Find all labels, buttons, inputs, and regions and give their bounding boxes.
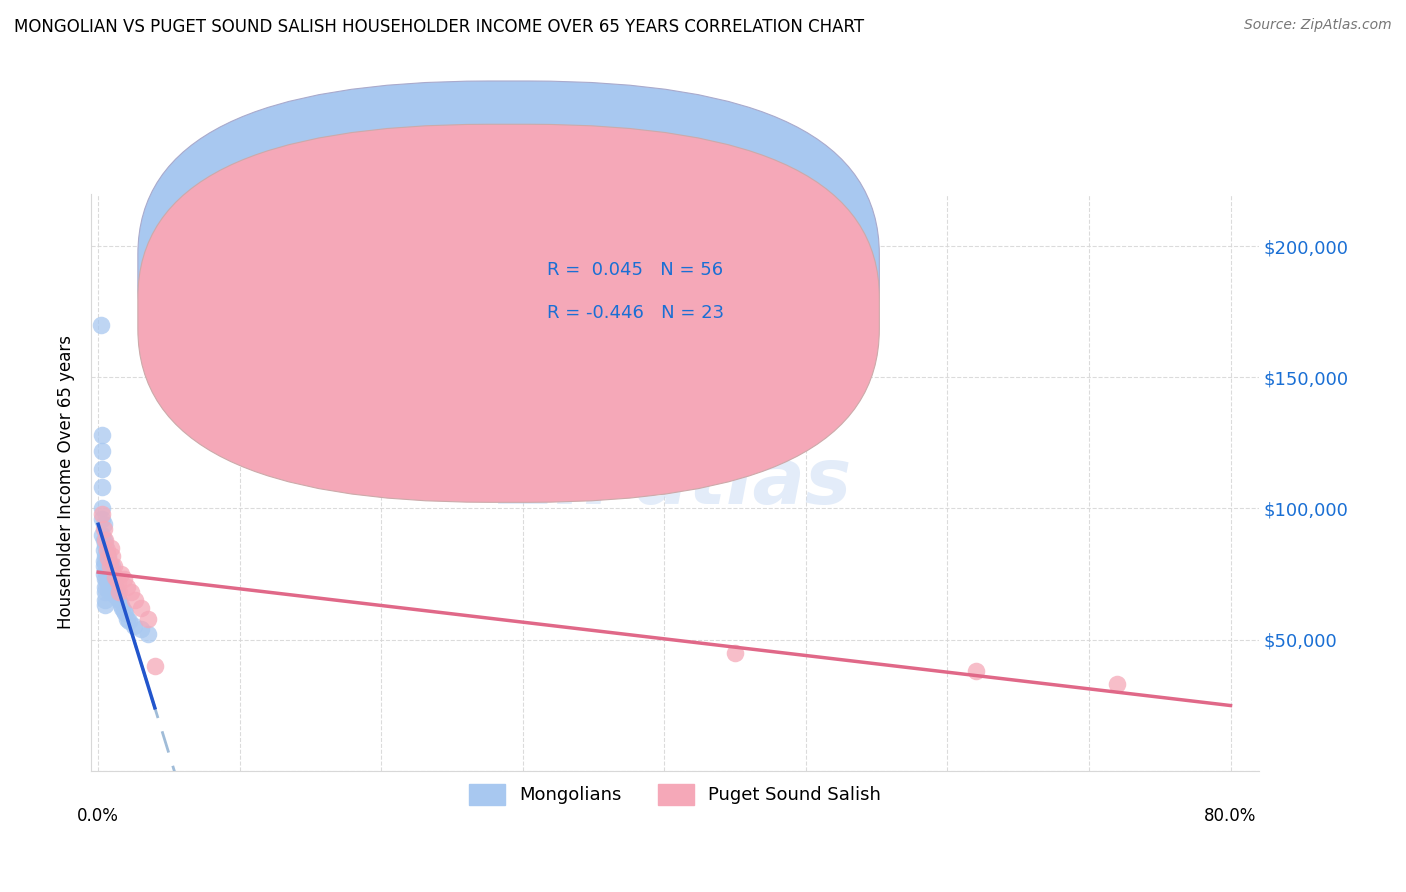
Point xyxy=(93,543,115,558)
Point xyxy=(124,593,146,607)
Point xyxy=(104,588,127,602)
Point xyxy=(120,585,142,599)
Point xyxy=(94,585,117,599)
Point xyxy=(93,517,115,532)
Point xyxy=(101,569,124,583)
Point xyxy=(112,604,135,618)
Y-axis label: Householder Income Over 65 years: Householder Income Over 65 years xyxy=(58,335,75,629)
FancyBboxPatch shape xyxy=(138,81,879,459)
Point xyxy=(129,601,152,615)
Point xyxy=(91,501,114,516)
Point xyxy=(94,572,117,586)
Point xyxy=(97,582,120,597)
Point xyxy=(107,591,129,605)
Point xyxy=(100,574,122,589)
Point xyxy=(104,580,127,594)
Point xyxy=(94,599,117,613)
Point xyxy=(104,569,127,583)
Point xyxy=(724,646,747,660)
Point xyxy=(103,585,125,599)
Point xyxy=(94,533,117,547)
Point xyxy=(93,522,115,536)
Text: ZIPatlas: ZIPatlas xyxy=(499,444,851,520)
Point xyxy=(91,443,114,458)
FancyBboxPatch shape xyxy=(465,240,780,343)
Point xyxy=(98,580,121,594)
Text: R =  0.045   N = 56: R = 0.045 N = 56 xyxy=(547,261,723,279)
Text: R = -0.446   N = 23: R = -0.446 N = 23 xyxy=(547,304,724,322)
Point xyxy=(118,614,141,628)
Point xyxy=(105,585,128,599)
Point xyxy=(93,554,115,568)
Point xyxy=(965,664,987,678)
Point xyxy=(129,622,152,636)
Point xyxy=(97,551,120,566)
Point xyxy=(103,559,125,574)
Point xyxy=(114,607,136,621)
Point xyxy=(97,574,120,589)
Point xyxy=(143,658,166,673)
Point xyxy=(101,580,124,594)
Point xyxy=(111,601,134,615)
Point xyxy=(136,611,159,625)
Point xyxy=(96,549,118,563)
Point xyxy=(115,580,138,594)
Point xyxy=(115,611,138,625)
Point xyxy=(98,569,121,583)
Point xyxy=(97,566,120,581)
Point xyxy=(96,574,118,589)
Point xyxy=(1107,677,1129,691)
Point xyxy=(96,566,118,581)
Point xyxy=(107,574,129,589)
Point xyxy=(96,543,118,558)
Point xyxy=(93,533,115,547)
Text: MONGOLIAN VS PUGET SOUND SALISH HOUSEHOLDER INCOME OVER 65 YEARS CORRELATION CHA: MONGOLIAN VS PUGET SOUND SALISH HOUSEHOL… xyxy=(14,18,865,36)
Point xyxy=(100,566,122,581)
Point xyxy=(110,599,132,613)
Point xyxy=(136,627,159,641)
Point xyxy=(122,619,145,633)
Point xyxy=(91,527,114,541)
Point xyxy=(94,557,117,571)
Point xyxy=(103,574,125,589)
Point xyxy=(91,512,114,526)
Point xyxy=(94,538,117,552)
Point xyxy=(110,566,132,581)
Point xyxy=(98,559,121,574)
Point xyxy=(91,462,114,476)
Point xyxy=(94,564,117,578)
Legend: Mongolians, Puget Sound Salish: Mongolians, Puget Sound Salish xyxy=(460,774,890,814)
Point xyxy=(91,480,114,494)
Point xyxy=(100,541,122,555)
Text: 0.0%: 0.0% xyxy=(77,807,120,825)
Text: Source: ZipAtlas.com: Source: ZipAtlas.com xyxy=(1244,18,1392,32)
Point xyxy=(108,585,131,599)
Point xyxy=(91,428,114,442)
Point xyxy=(93,566,115,581)
Point xyxy=(101,549,124,563)
Point xyxy=(96,557,118,571)
Point xyxy=(93,559,115,574)
Point xyxy=(101,559,124,574)
Point xyxy=(97,559,120,574)
Text: 80.0%: 80.0% xyxy=(1205,807,1257,825)
Point xyxy=(94,549,117,563)
Point xyxy=(108,593,131,607)
Point xyxy=(94,580,117,594)
FancyBboxPatch shape xyxy=(138,124,879,502)
Point xyxy=(112,572,135,586)
Point xyxy=(98,559,121,574)
Point xyxy=(94,593,117,607)
Point xyxy=(97,549,120,563)
Point xyxy=(90,318,112,332)
Point xyxy=(91,507,114,521)
